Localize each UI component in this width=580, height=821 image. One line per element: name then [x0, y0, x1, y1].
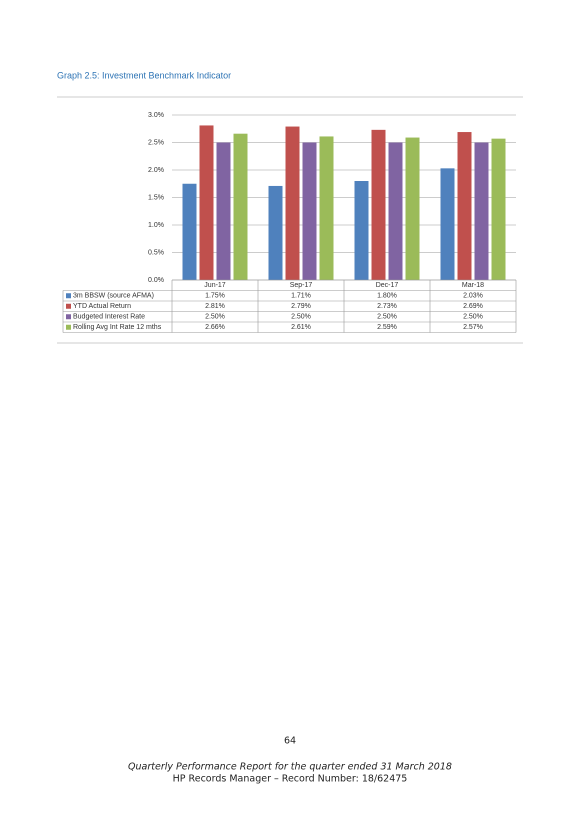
table-value: 2.69% [463, 303, 483, 310]
y-tick-label: 0.5% [148, 249, 164, 256]
heading: Graph 2.5: Investment Benchmark Indicato… [57, 70, 231, 80]
x-tick-label: Mar-18 [462, 282, 484, 289]
legend-swatch [66, 303, 71, 309]
bar [474, 142, 489, 280]
table-value: 2.57% [463, 324, 483, 331]
bar [491, 138, 506, 280]
bar [199, 125, 214, 280]
table-value: 2.50% [463, 314, 483, 321]
bar [371, 129, 386, 280]
table-value: 2.50% [291, 314, 311, 321]
table-value: 1.75% [205, 293, 225, 300]
bar [216, 142, 231, 280]
table-value: 2.61% [291, 324, 311, 331]
bar [440, 168, 455, 280]
table-value: 2.03% [463, 293, 483, 300]
y-tick-label: 1.0% [148, 222, 164, 229]
bar [268, 185, 283, 280]
legend-label: Rolling Avg Int Rate 12 mths [73, 324, 162, 331]
table-value: 2.81% [205, 303, 225, 310]
x-tick-label: Jun-17 [204, 282, 226, 289]
y-tick-label: 2.5% [148, 139, 164, 146]
legend-swatch [66, 314, 71, 320]
table-value: 1.71% [291, 293, 311, 300]
bar [388, 142, 403, 280]
bar [182, 183, 197, 280]
legend-label: Budgeted Interest Rate [73, 314, 145, 321]
legend-swatch [66, 293, 71, 299]
legend-swatch [66, 324, 71, 330]
y-tick-label: 1.5% [148, 194, 164, 201]
bar [285, 126, 300, 280]
footer-line: HP Records Manager – Record Number: 18/6… [173, 774, 408, 785]
y-tick-label: 0.0% [148, 277, 164, 284]
legend-label: 3m BBSW (source AFMA) [73, 293, 154, 300]
bar [354, 181, 369, 280]
footer-line: Quarterly Performance Report for the qua… [128, 762, 452, 773]
bar [302, 142, 317, 280]
bar [405, 137, 420, 280]
table-value: 2.50% [205, 314, 225, 321]
table-value: 2.79% [291, 303, 311, 310]
y-tick-label: 2.0% [148, 167, 164, 174]
table-value: 2.73% [377, 303, 397, 310]
y-tick-label: 3.0% [148, 112, 164, 119]
x-tick-label: Sep-17 [290, 282, 313, 289]
legend-label: YTD Actual Return [73, 303, 131, 310]
page-number: 64 [284, 736, 296, 747]
bar [457, 132, 472, 280]
table-value: 2.66% [205, 324, 225, 331]
table-value: 1.80% [377, 293, 397, 300]
table-value: 2.50% [377, 314, 397, 321]
table-value: 2.59% [377, 324, 397, 331]
bar [233, 133, 248, 280]
x-tick-label: Dec-17 [376, 282, 399, 289]
bar [319, 136, 334, 280]
